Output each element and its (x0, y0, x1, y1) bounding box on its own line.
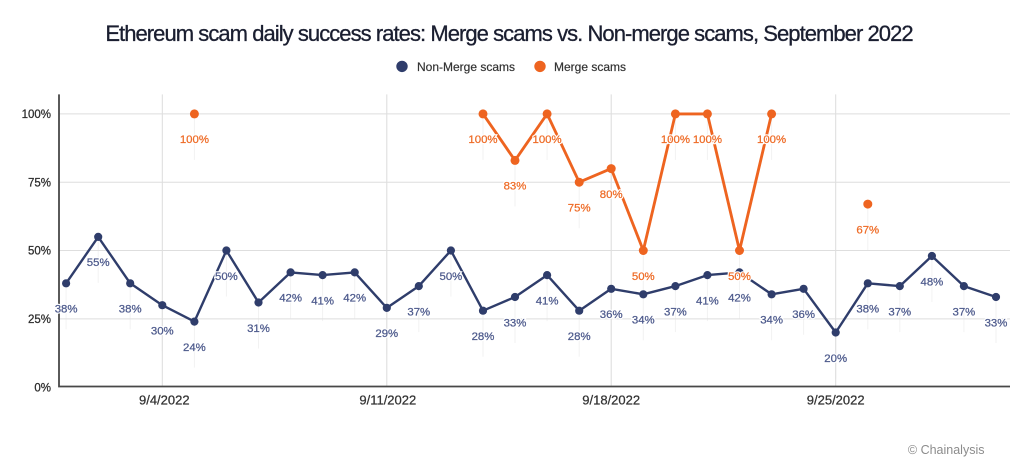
svg-text:37%: 37% (407, 306, 430, 318)
svg-text:42%: 42% (728, 293, 751, 305)
svg-text:50%: 50% (632, 271, 655, 283)
svg-text:100%: 100% (180, 134, 209, 146)
svg-text:38%: 38% (119, 304, 142, 316)
svg-text:50%: 50% (728, 271, 751, 283)
svg-text:Merge scams: Merge scams (554, 60, 626, 74)
svg-text:30%: 30% (151, 326, 174, 338)
svg-text:36%: 36% (600, 309, 623, 321)
svg-text:31%: 31% (247, 323, 270, 335)
svg-text:42%: 42% (343, 293, 366, 305)
svg-text:80%: 80% (600, 189, 623, 201)
svg-text:37%: 37% (664, 306, 687, 318)
svg-text:75%: 75% (568, 203, 591, 215)
svg-text:50%: 50% (215, 271, 238, 283)
svg-text:28%: 28% (568, 331, 591, 343)
svg-text:48%: 48% (920, 276, 943, 288)
svg-text:Non-Merge scams: Non-Merge scams (417, 60, 515, 74)
svg-text:34%: 34% (632, 315, 655, 327)
svg-text:34%: 34% (632, 315, 655, 327)
svg-text:42%: 42% (279, 293, 302, 305)
svg-text:55%: 55% (87, 257, 110, 269)
svg-text:41%: 41% (536, 295, 559, 307)
svg-text:67%: 67% (856, 224, 879, 236)
svg-text:50%: 50% (215, 271, 238, 283)
svg-text:41%: 41% (536, 295, 559, 307)
svg-text:75%: 75% (568, 203, 591, 215)
svg-text:83%: 83% (504, 181, 527, 193)
svg-text:50%: 50% (28, 246, 51, 258)
svg-text:24%: 24% (183, 342, 206, 354)
svg-text:33%: 33% (985, 317, 1008, 329)
svg-text:© Chainalysis: © Chainalysis (908, 443, 985, 457)
svg-text:50%: 50% (439, 271, 462, 283)
svg-text:100%: 100% (533, 134, 562, 146)
svg-text:100%: 100% (180, 134, 209, 146)
svg-text:33%: 33% (985, 317, 1008, 329)
svg-text:80%: 80% (600, 189, 623, 201)
svg-text:33%: 33% (504, 317, 527, 329)
svg-text:29%: 29% (375, 328, 398, 340)
svg-text:9/4/2022: 9/4/2022 (139, 393, 190, 408)
svg-text:100%: 100% (693, 134, 722, 146)
svg-text:100%: 100% (757, 134, 786, 146)
svg-text:42%: 42% (343, 293, 366, 305)
svg-text:28%: 28% (472, 331, 495, 343)
svg-text:41%: 41% (311, 295, 334, 307)
svg-text:55%: 55% (87, 257, 110, 269)
svg-text:0%: 0% (34, 382, 51, 394)
svg-text:25%: 25% (28, 314, 51, 326)
svg-text:34%: 34% (760, 315, 783, 327)
svg-text:67%: 67% (856, 224, 879, 236)
svg-text:29%: 29% (375, 328, 398, 340)
svg-text:37%: 37% (888, 306, 911, 318)
svg-text:33%: 33% (504, 317, 527, 329)
svg-text:Ethereum scam daily success ra: Ethereum scam daily success rates: Merge… (105, 21, 913, 46)
svg-text:24%: 24% (183, 342, 206, 354)
svg-text:50%: 50% (439, 271, 462, 283)
svg-text:34%: 34% (760, 315, 783, 327)
svg-text:36%: 36% (792, 309, 815, 321)
svg-text:9/18/2022: 9/18/2022 (582, 393, 640, 408)
svg-text:38%: 38% (856, 304, 879, 316)
svg-text:38%: 38% (55, 304, 78, 316)
svg-text:41%: 41% (311, 295, 334, 307)
svg-text:100%: 100% (533, 134, 562, 146)
svg-text:20%: 20% (824, 353, 847, 365)
svg-text:31%: 31% (247, 323, 270, 335)
svg-text:36%: 36% (600, 309, 623, 321)
svg-text:100%: 100% (468, 134, 497, 146)
svg-text:30%: 30% (151, 326, 174, 338)
svg-text:83%: 83% (504, 181, 527, 193)
svg-text:41%: 41% (696, 295, 719, 307)
svg-text:37%: 37% (664, 306, 687, 318)
svg-text:28%: 28% (568, 331, 591, 343)
svg-text:37%: 37% (407, 306, 430, 318)
svg-text:36%: 36% (792, 309, 815, 321)
svg-text:38%: 38% (55, 304, 78, 316)
svg-text:42%: 42% (728, 293, 751, 305)
svg-text:38%: 38% (119, 304, 142, 316)
svg-text:38%: 38% (856, 304, 879, 316)
svg-text:37%: 37% (888, 306, 911, 318)
svg-text:100%: 100% (661, 134, 690, 146)
svg-text:37%: 37% (952, 306, 975, 318)
svg-text:48%: 48% (920, 276, 943, 288)
svg-text:75%: 75% (28, 177, 51, 189)
svg-text:100%: 100% (693, 134, 722, 146)
svg-text:37%: 37% (952, 306, 975, 318)
svg-text:100%: 100% (757, 134, 786, 146)
svg-text:9/25/2022: 9/25/2022 (807, 393, 865, 408)
svg-text:28%: 28% (472, 331, 495, 343)
svg-text:100%: 100% (22, 109, 51, 121)
svg-text:42%: 42% (279, 293, 302, 305)
svg-text:50%: 50% (728, 271, 751, 283)
svg-text:9/11/2022: 9/11/2022 (359, 393, 416, 408)
svg-text:50%: 50% (632, 271, 655, 283)
svg-text:100%: 100% (468, 134, 497, 146)
svg-text:20%: 20% (824, 353, 847, 365)
svg-text:100%: 100% (661, 134, 690, 146)
svg-text:41%: 41% (696, 295, 719, 307)
